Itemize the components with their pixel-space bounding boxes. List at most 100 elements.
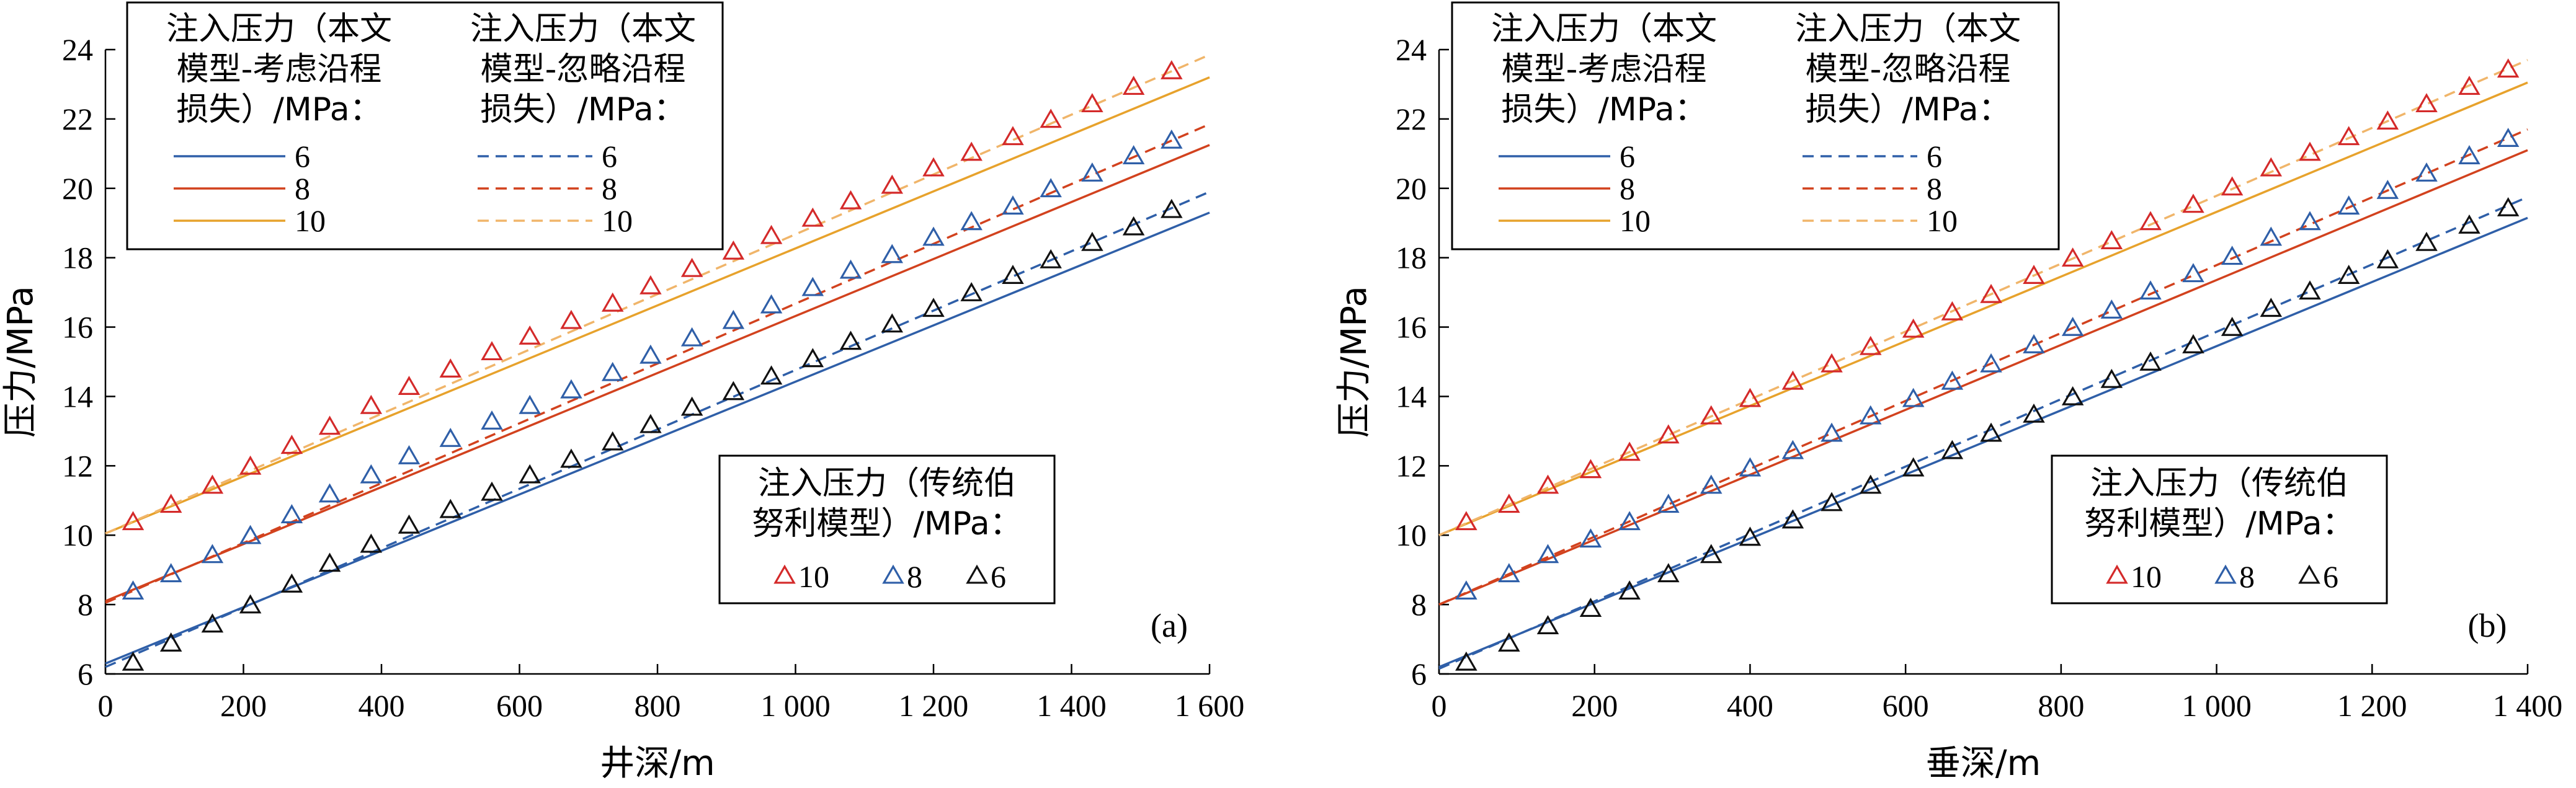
- panel-a-bernoulli-6-marker: [360, 533, 383, 553]
- panel-a-bernoulli-10-marker: [439, 358, 462, 378]
- panel-a-bernoulli-8-marker: [280, 504, 303, 523]
- panel-a-bernoulli-6-marker: [1161, 198, 1183, 218]
- panel-b-bernoulli-8-marker: [2260, 226, 2283, 246]
- panel-b-bernoulli-8-marker: [1455, 580, 1477, 600]
- panel-a-x-tick-label: 1 400: [1036, 688, 1107, 723]
- panel-a-bernoulli-6-marker: [239, 594, 262, 614]
- panel-a-bernoulli-8-marker: [839, 259, 862, 279]
- panel-a-x-tick-label: 1 600: [1175, 688, 1245, 723]
- panel-b-x-tick-label: 1 000: [2182, 688, 2252, 723]
- panel-b-y-tick-label: 22: [1396, 102, 1427, 136]
- panel-a-y-tick-label: 6: [78, 657, 93, 691]
- panel-a-bernoulli-10-marker: [398, 376, 421, 395]
- panel-a-x-tick-label: 200: [220, 688, 267, 723]
- panel-b-bernoulli-10-marker: [2260, 157, 2283, 177]
- panel-b-bernoulli-6-marker: [1700, 544, 1723, 564]
- panel-b-bernoulli-10-marker: [1618, 441, 1641, 461]
- panel-b-bernoulli-10-marker: [1498, 494, 1520, 513]
- panel-a-x-tick-label: 1 000: [760, 688, 831, 723]
- panel-b-legend-col1-title: 模型-考虑沿程: [1502, 51, 1707, 88]
- panel-b-x-tick-label: 800: [2038, 688, 2084, 723]
- panel-a-y-tick-label: 20: [62, 171, 93, 206]
- panel-a-bernoulli-8-marker: [122, 580, 145, 600]
- panel-a-considering-8-line: [105, 144, 1210, 603]
- panel-b-bernoulli-8-marker: [2139, 280, 2162, 300]
- panel-b-bernoulli-8-marker: [1821, 422, 1843, 442]
- panel-b-bernoulli-6-marker: [1536, 615, 1559, 634]
- panel-a-bernoulli-8-marker: [922, 226, 945, 246]
- panel-a-bernoulli-6-marker: [122, 651, 145, 671]
- panel-a-x-tick-label: 600: [496, 688, 543, 723]
- panel-b-x-tick-label: 0: [1432, 688, 1447, 723]
- panel-a-bernoulli-6-marker: [398, 514, 421, 534]
- panel-b-legend-solid-10-label: 10: [1620, 203, 1651, 238]
- panel-a-legend-bernoulli-10-label: 10: [798, 559, 829, 594]
- panel-b-bernoulli-8-marker: [2337, 195, 2360, 215]
- panel-b-bernoulli-10-marker: [2221, 176, 2244, 196]
- panel-a-legend-bernoulli-6-label: 6: [991, 559, 1006, 594]
- panel-b-bernoulli-6-marker: [1902, 457, 1925, 477]
- panel-b-bernoulli-8-marker: [2023, 334, 2045, 353]
- panel-a-bernoulli-6-marker: [801, 348, 824, 368]
- panel-a-bernoulli-8-marker: [360, 464, 383, 484]
- panel-b-legend-bernoulli-10-marker: [2106, 564, 2128, 584]
- panel-a-y-tick-label: 10: [62, 518, 93, 552]
- panel-b-y-axis-title: 压力/MPa: [1334, 286, 1375, 438]
- panel-b-bernoulli-8-marker: [2458, 145, 2480, 164]
- panel-b-legend-bernoulli-6-marker: [2298, 564, 2320, 584]
- panel-b-bernoulli-10-marker: [2415, 93, 2438, 113]
- panel-a-bernoulli-10-marker: [1161, 60, 1183, 79]
- panel-b-bernoulli-6-marker: [2221, 316, 2244, 336]
- panel-a-legend-col1-title: 注入压力（本文: [166, 11, 392, 48]
- panel-a-panel-label: (a): [1151, 607, 1188, 644]
- panel-b-bernoulli-8-marker: [2061, 316, 2084, 336]
- panel-a-bernoulli-8-marker: [722, 309, 745, 329]
- panel-b-bernoulli-10-marker: [1700, 405, 1723, 425]
- panel-b-bernoulli-10-marker: [2139, 211, 2162, 231]
- panel-a-x-tick-label: 800: [635, 688, 681, 723]
- panel-a-bernoulli-10-marker: [280, 435, 303, 454]
- panel-b-legend-bernoulli-10-label: 10: [2131, 559, 2162, 594]
- panel-a-bernoulli-6-marker: [280, 573, 303, 593]
- panel-a-bernoulli-6-marker: [439, 498, 462, 518]
- panel-b-bernoulli-8-marker: [1902, 387, 1925, 407]
- panel-a-legend-bernoulli-title: 努利模型）/MPa：: [752, 505, 1022, 542]
- panel-a-considering-10-line: [105, 76, 1210, 535]
- panel-a-bernoulli-8-marker: [960, 211, 983, 231]
- panel-b-y-tick-label: 16: [1396, 310, 1427, 345]
- panel-a-bernoulli-6-marker: [640, 414, 662, 433]
- panel-a-legend-bernoulli-6-marker: [966, 564, 988, 584]
- panel-a-bernoulli-10-marker: [1002, 126, 1024, 146]
- panel-a-bernoulli-10-marker: [1081, 93, 1103, 113]
- panel-b-x-tick-label: 1 200: [2337, 688, 2407, 723]
- panel-b-y-tick-label: 10: [1396, 518, 1427, 552]
- panel-a-y-tick-label: 22: [62, 102, 93, 136]
- panel-a-bernoulli-8-marker: [560, 379, 582, 399]
- panel-a-bernoulli-10-marker: [881, 174, 904, 194]
- panel-b-bernoulli-10-marker: [2100, 230, 2123, 250]
- panel-a-bernoulli-8-marker: [601, 361, 624, 381]
- panel-a-bernoulli-6-marker: [680, 396, 703, 416]
- panel-a-legend-solid-8-label: 8: [295, 171, 310, 206]
- panel-b-legend-bernoulli-title: 注入压力（传统伯: [2090, 465, 2348, 502]
- panel-a-bernoulli-10-marker: [1040, 108, 1062, 128]
- panel-b-bernoulli-6-marker: [2061, 386, 2084, 405]
- panel-b-bernoulli-8-marker: [2497, 128, 2520, 147]
- panel-a-bernoulli-6-marker: [881, 313, 904, 333]
- panel-a-bernoulli-8-marker: [1122, 145, 1145, 164]
- panel-b-bernoulli-8-marker: [2415, 162, 2438, 182]
- panel-b-bernoulli-10-marker: [1739, 387, 1762, 407]
- panel-b-bernoulli-10-marker: [1902, 318, 1925, 338]
- panel-b-bernoulli-6-marker: [1859, 474, 1882, 494]
- panel-b-legend-col2-title: 模型-忽略沿程: [1806, 51, 2011, 88]
- panel-a-bernoulli-10-marker: [801, 207, 824, 227]
- panel-b-bernoulli-8-marker: [2100, 299, 2123, 319]
- panel-b-bernoulli-8-marker: [2221, 246, 2244, 265]
- panel-a-bernoulli-6-marker: [201, 613, 224, 633]
- panel-a-bernoulli-10-marker: [601, 292, 624, 312]
- panel-b-legend-bernoulli-title: 努利模型）/MPa：: [2084, 505, 2354, 542]
- panel-b-bernoulli-10-marker: [1781, 370, 1804, 390]
- panel-a-bernoulli-6-marker: [481, 481, 503, 501]
- panel-b-bernoulli-10-marker: [2337, 126, 2360, 146]
- panel-b-bernoulli-10-marker: [2376, 110, 2399, 130]
